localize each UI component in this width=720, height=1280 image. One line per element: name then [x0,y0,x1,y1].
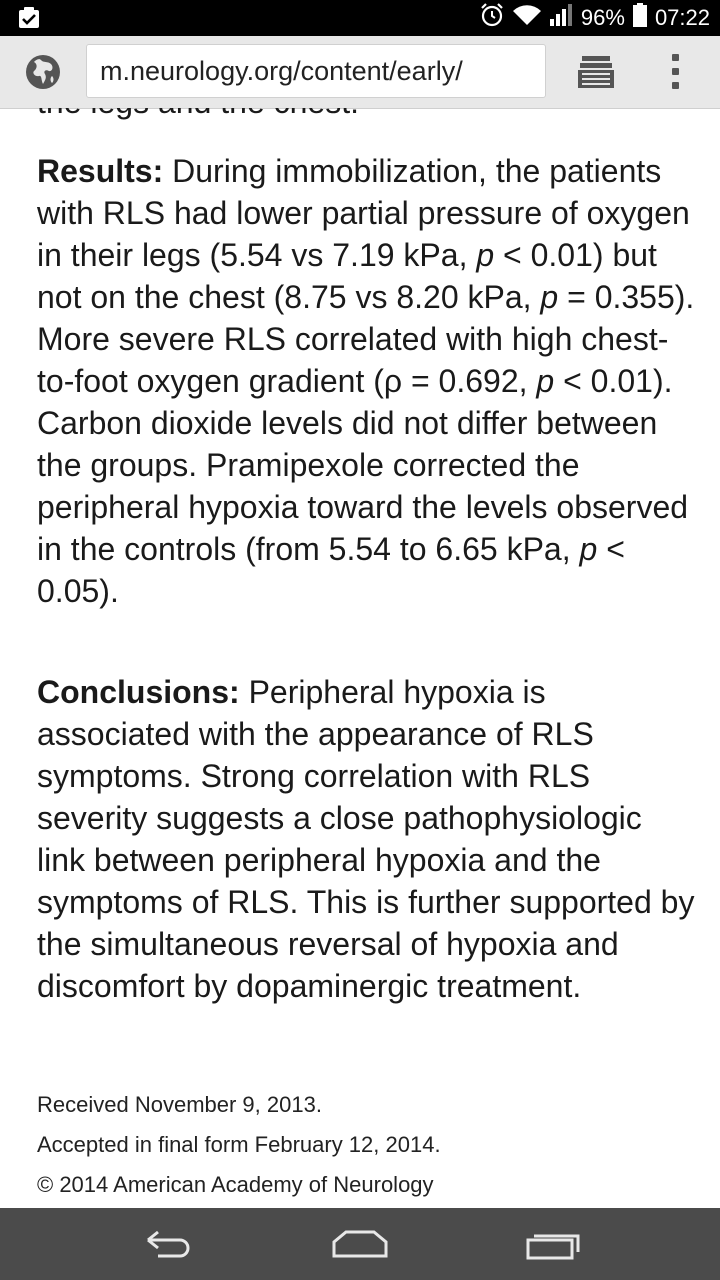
received-date: Received November 9, 2013. [37,1092,322,1117]
navigation-bar [0,1208,720,1280]
status-bar: 96% 07:22 [0,0,720,36]
results-heading: Results: [37,153,164,189]
url-field[interactable]: m.neurology.org/content/early/ [86,44,546,98]
battery-percent: 96% [580,5,625,30]
conclusions-paragraph: Conclusions: Peripheral hypoxia is assoc… [37,674,695,1004]
recent-apps-icon[interactable] [524,1226,584,1262]
url-text: m.neurology.org/content/early/ [100,56,463,86]
article-content: the legs and the chest. Results: During … [0,108,720,1208]
alarm-icon [479,2,505,34]
overflow-menu-icon[interactable] [664,50,688,94]
home-icon[interactable] [330,1226,390,1262]
copyright-notice: © 2014 American Academy of Neurology [37,1172,434,1197]
cutoff-line: the legs and the chest. [37,108,697,123]
results-paragraph: Results: During immobilization, the pati… [37,153,695,609]
globe-icon[interactable] [25,54,61,90]
tabs-icon[interactable] [578,56,614,88]
browser-toolbar: m.neurology.org/content/early/ [0,36,720,109]
battery-icon [632,3,647,33]
back-icon[interactable] [138,1226,198,1262]
accepted-date: Accepted in final form February 12, 2014… [37,1132,441,1157]
wifi-icon [512,3,541,33]
clock: 07:22 [654,5,710,30]
conclusions-heading: Conclusions: [37,674,240,710]
signal-icon [549,3,573,33]
notification-check-icon [18,7,40,29]
